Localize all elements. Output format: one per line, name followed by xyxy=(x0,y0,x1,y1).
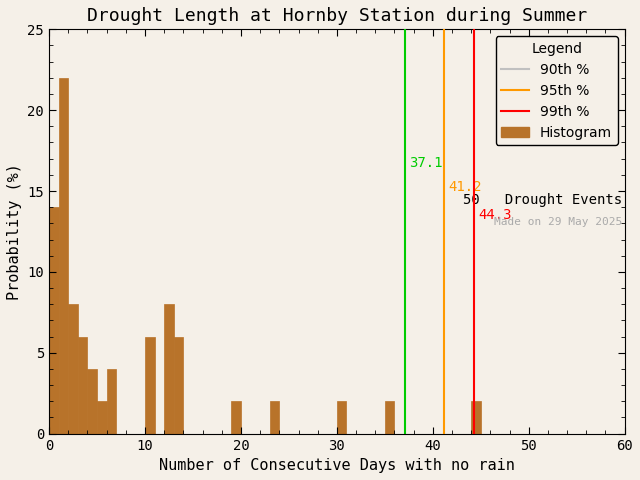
Legend: 90th %, 95th %, 99th %, Histogram: 90th %, 95th %, 99th %, Histogram xyxy=(495,36,618,145)
X-axis label: Number of Consecutive Days with no rain: Number of Consecutive Days with no rain xyxy=(159,458,515,473)
Text: 44.3: 44.3 xyxy=(478,207,511,221)
Bar xyxy=(49,207,59,433)
Title: Drought Length at Hornby Station during Summer: Drought Length at Hornby Station during … xyxy=(87,7,587,25)
Bar xyxy=(145,336,155,433)
Bar xyxy=(385,401,394,433)
Y-axis label: Probability (%): Probability (%) xyxy=(7,163,22,300)
Bar xyxy=(269,401,279,433)
Text: 41.2: 41.2 xyxy=(448,180,482,194)
Bar xyxy=(78,336,88,433)
Bar xyxy=(164,304,174,433)
Text: 37.1: 37.1 xyxy=(409,156,442,170)
Bar xyxy=(68,304,78,433)
Bar xyxy=(107,369,116,433)
Bar xyxy=(59,78,68,433)
Bar xyxy=(337,401,346,433)
Bar xyxy=(97,401,107,433)
Bar xyxy=(88,369,97,433)
Text: 50   Drought Events: 50 Drought Events xyxy=(463,193,622,207)
Bar xyxy=(174,336,184,433)
Text: Made on 29 May 2025: Made on 29 May 2025 xyxy=(493,217,622,228)
Bar xyxy=(232,401,241,433)
Bar xyxy=(471,401,481,433)
